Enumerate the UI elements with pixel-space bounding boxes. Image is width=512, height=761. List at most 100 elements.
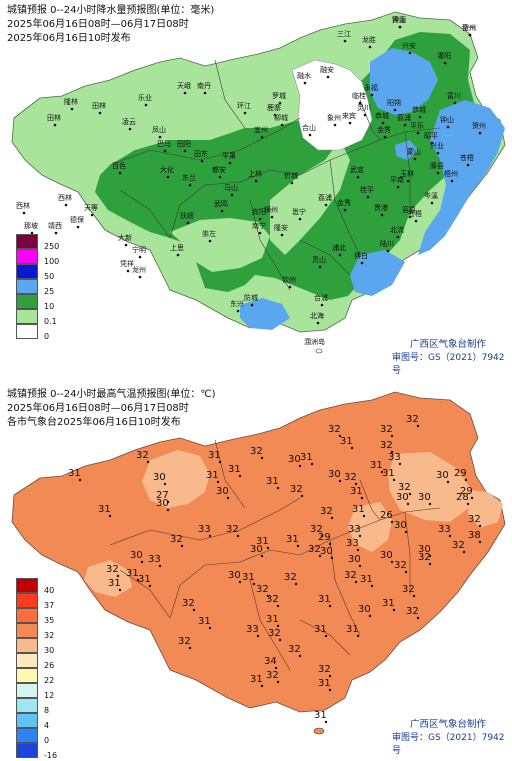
place-label: 罗城 — [272, 92, 286, 100]
place-label: 融水 — [297, 71, 311, 80]
place-label: 金秀 — [337, 198, 351, 207]
rain-credit: 广西区气象台制作 审图号：GS（2021）7942号 — [392, 336, 512, 376]
station-dot-temp — [238, 580, 242, 584]
station-dot-temp — [118, 588, 122, 592]
station-dot-temp — [163, 482, 167, 486]
station-dot-temp — [324, 720, 328, 724]
temp-value-label: 33 — [198, 524, 211, 535]
station-dot-temp — [146, 460, 150, 464]
place-label: 邕宁 — [292, 207, 306, 216]
place-label: 平果 — [222, 152, 236, 160]
station-dot — [186, 221, 190, 225]
station-dot — [22, 211, 26, 215]
station-dot — [414, 219, 418, 223]
temp-value-label: 32 — [308, 544, 321, 555]
station-dot — [188, 183, 192, 187]
temp-value-label: 32 — [398, 482, 411, 493]
station-dot — [398, 25, 402, 29]
legend-swatch — [16, 623, 38, 638]
place-label: 德保 — [70, 215, 84, 224]
station-dot-temp — [296, 544, 300, 548]
legend-label: 35 — [44, 616, 55, 625]
temp-value-label: 31 — [138, 574, 151, 585]
station-dot — [366, 195, 370, 199]
temp-value-label: 31 — [286, 534, 299, 545]
temp-value-label: 30 — [436, 470, 449, 481]
temp-value-label: 32 — [320, 506, 333, 517]
place-label: 荔浦 — [397, 113, 411, 122]
temp-map-title: 城镇预报 0--24小时最高气温预报图(单位：℃) — [7, 389, 216, 400]
temp-value-label: 31 — [98, 504, 111, 515]
legend-swatch — [16, 309, 38, 324]
station-dot-temp — [276, 604, 280, 608]
temp-value-label: 33 — [438, 524, 451, 535]
temp-value-label: 32 — [256, 584, 269, 595]
station-dot — [90, 213, 94, 217]
temp-value-label: 31 — [314, 710, 327, 721]
temp-value-label: 30 — [288, 454, 301, 465]
legend-label: 37 — [44, 601, 55, 610]
legend-swatch — [16, 683, 38, 698]
legend-label: -16 — [44, 751, 58, 760]
station-dot-temp — [166, 508, 170, 512]
station-dot — [228, 161, 232, 165]
place-label: 玉林 — [400, 169, 414, 178]
legend-swatch — [16, 578, 38, 593]
place-label: 那坡 — [24, 221, 38, 230]
place-label: 钟山 — [392, 15, 406, 24]
station-dot — [320, 303, 324, 307]
station-dot-temp — [428, 554, 432, 558]
station-dot-temp — [368, 614, 372, 618]
place-label: 隆林 — [64, 97, 78, 106]
temp-value-label: 30 — [380, 550, 393, 561]
station-dot-temp — [300, 494, 304, 498]
temp-value-label: 31 — [318, 678, 331, 689]
station-dot — [260, 135, 264, 139]
station-dot-temp — [380, 470, 384, 474]
temp-value-label: 28 — [456, 492, 469, 503]
station-dot — [200, 159, 204, 163]
temp-value-label: 30 — [320, 546, 333, 557]
station-dot — [126, 269, 130, 273]
legend-label: 10 — [44, 302, 55, 311]
place-label: 田林 — [92, 101, 106, 110]
place-label: 资源 — [392, 15, 406, 24]
station-dot-temp — [294, 582, 298, 586]
temp-value-label: 31 — [352, 504, 365, 515]
station-dot-temp — [140, 560, 144, 564]
legend-swatch — [16, 249, 38, 264]
place-label: 梧州 — [444, 169, 458, 178]
temp-map-period: 2025年06月16日08时—06月17日08时 — [7, 403, 189, 414]
station-dot-temp — [266, 546, 270, 550]
place-label: 靖西 — [48, 221, 62, 230]
temp-value-label: 32 — [178, 636, 191, 647]
station-dot — [478, 131, 482, 135]
station-dot-temp — [478, 540, 482, 544]
station-dot-temp — [260, 456, 264, 460]
station-dot — [250, 303, 254, 307]
legend-swatch — [16, 294, 38, 309]
station-dot — [363, 113, 367, 117]
place-label: 环江 — [237, 102, 251, 110]
city-boundaries-temp — [109, 439, 441, 671]
legend-swatch — [16, 279, 38, 294]
station-dot-temp — [78, 478, 82, 482]
station-dot-temp — [208, 534, 212, 538]
temp-value-label: 30 — [396, 492, 409, 503]
rain-map-period: 2025年06月16日08时—06月17日08时 — [7, 19, 189, 30]
temp-value-label: 32 — [266, 594, 279, 605]
station-dot-temp — [266, 594, 270, 598]
place-label: 南丹 — [197, 81, 211, 90]
place-label: 来宾 — [342, 111, 356, 120]
temp-value-label: 32 — [380, 424, 393, 435]
place-label: 兴业 — [430, 141, 444, 150]
place-label: 乐业 — [138, 93, 152, 102]
place-label: 大化 — [160, 165, 174, 174]
place-label: 西林 — [16, 201, 30, 210]
station-dot — [386, 249, 390, 253]
station-dot — [98, 111, 102, 115]
station-dot-temp — [446, 480, 450, 484]
place-label: 阳朔 — [387, 98, 401, 107]
temp-value-label: 32 — [380, 440, 393, 451]
legend-label: 22 — [44, 676, 55, 685]
